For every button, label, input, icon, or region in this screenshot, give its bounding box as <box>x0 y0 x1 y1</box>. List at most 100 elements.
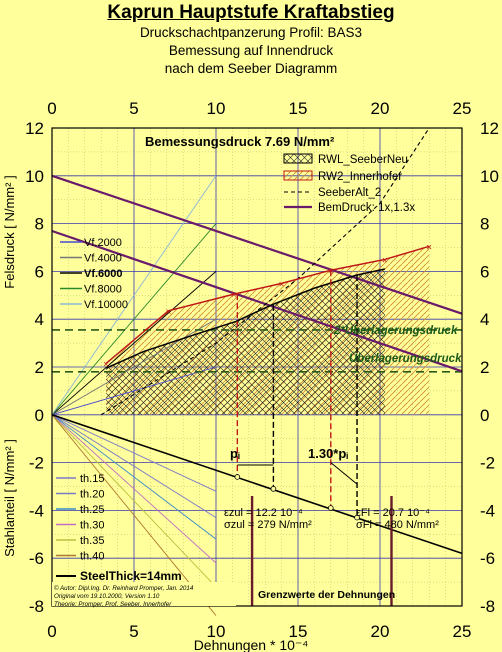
x-tick-label-bottom: 5 <box>129 622 138 641</box>
pi13-arrow-line <box>330 462 358 485</box>
steelthick-label: SteelThick=14mm <box>80 569 182 583</box>
x-tick-label-top: 5 <box>129 99 138 118</box>
th-legend-label: th.30 <box>80 520 104 532</box>
legend-label-seeberalt: SeeberAlt_2 <box>318 187 381 199</box>
x-tick-label-top: 10 <box>207 99 226 118</box>
vf-line-4 <box>51 175 217 416</box>
x-tick-label-top: 25 <box>453 99 472 118</box>
x-tick-label-bottom: 0 <box>47 622 56 641</box>
th-legend-label: th.20 <box>80 489 104 501</box>
sig-zul-text: σzul = 279 N/mm² <box>224 519 312 531</box>
vf-line-2 <box>51 271 217 416</box>
author-box <box>52 582 236 606</box>
rw2-marker: × <box>382 255 388 266</box>
page-title: Kaprun Hauptstufe Kraftabstieg <box>107 2 395 23</box>
subtitle-bemessung: Bemessung auf Innendruck <box>168 43 334 58</box>
th-legend-label: th.25 <box>80 504 104 516</box>
rw2-innerhofer-line <box>105 245 430 364</box>
y-tick-label-right: 6 <box>480 262 489 281</box>
y-tick-label-right: 12 <box>480 119 499 138</box>
legend-swatch-innerhofer <box>283 170 313 181</box>
steel-line <box>51 414 463 555</box>
bemdruck-13x-line <box>51 174 463 315</box>
x-tick-label-top: 20 <box>371 99 390 118</box>
th-line-2 <box>51 414 217 540</box>
vf-legend-label: Vf.4000 <box>84 253 122 265</box>
y-tick-label-left: 6 <box>35 262 44 281</box>
legend-label-bemdruck: BemDruck: 1x,1.3x <box>318 202 415 214</box>
th-legend-label: th.35 <box>80 535 104 547</box>
eps-zul-text: εzul = 12.2 10⁻⁴ <box>224 507 303 519</box>
vf-legend-label: Vf.8000 <box>84 284 122 296</box>
legend-swatch-seeberneu <box>283 153 313 164</box>
th-line-1 <box>51 414 217 518</box>
y-tick-label-left: -2 <box>29 454 44 473</box>
rw2-marker: × <box>231 290 237 301</box>
x-tick-label-bottom: 20 <box>371 622 390 641</box>
author-line-1: © Autor: Dipl.Ing. Dr. Reinhard Promper,… <box>54 585 194 592</box>
annot-13pi: 1.30*pᵢ <box>308 446 348 461</box>
vf-line-1 <box>51 318 217 416</box>
y-axis-label-lower: Stahlanteil [ N/mm² ] <box>2 439 17 557</box>
annot-2x-overburden: 2*Überlagerungsdruck <box>333 324 458 337</box>
author-line-3: Theorie: Promper, Prof. Seeber, Innerhof… <box>54 601 172 608</box>
grenzwerte-label: Grenzwerte der Dehnungen <box>258 589 395 601</box>
subtitle-seeber: nach dem Seeber Diagramm <box>164 61 338 76</box>
sig-fl-text: σFl = 480 N/mm² <box>356 519 439 531</box>
y-tick-label-left: 4 <box>35 310 44 329</box>
annot-pi: pᵢ <box>230 446 240 461</box>
y-tick-label-left: -6 <box>29 549 44 568</box>
y-tick-label-right: -8 <box>480 597 495 616</box>
rw2-marker: × <box>426 242 432 253</box>
legend-label-seeberneu: RWL_SeeberNeu <box>318 154 408 166</box>
y-tick-label-right: -4 <box>480 501 495 520</box>
bemdruck-1x-line <box>51 229 463 373</box>
y-tick-label-left: 2 <box>35 358 44 377</box>
vf-legend-label: Vf.10000 <box>84 299 128 311</box>
steel-point-marker <box>327 505 334 511</box>
x-tick-label-bottom: 10 <box>207 622 226 641</box>
y-tick-label-right: 10 <box>480 167 499 186</box>
y-tick-label-right: 0 <box>480 406 489 425</box>
vf-legend-label: Vf.6000 <box>84 268 123 280</box>
legend-label-innerhofer: RW2_Innerhofer <box>318 171 402 183</box>
y-tick-label-left: 8 <box>35 215 44 234</box>
x-tick-label-bottom: 25 <box>453 622 472 641</box>
y-tick-label-right: 2 <box>480 358 489 377</box>
y-tick-label-left: 10 <box>25 167 44 186</box>
vf-legend-label: Vf.2000 <box>84 237 122 249</box>
bemessungsdruck-label: Bemessungsdruck 7.69 N/mm² <box>145 134 335 149</box>
rw2-marker: × <box>165 307 171 318</box>
th-legend-label: th.40 <box>80 551 104 563</box>
th-line-0 <box>51 414 217 492</box>
y-tick-label-right: -6 <box>480 549 495 568</box>
y-tick-label-left: 0 <box>35 406 44 425</box>
y-tick-label-right: 4 <box>480 310 489 329</box>
annot-1x-overburden: Überlagerungsdruck <box>349 352 462 365</box>
y-tick-label-right: -2 <box>480 454 495 473</box>
y-tick-label-left: -4 <box>29 501 44 520</box>
steel-point-marker <box>234 474 241 480</box>
x-tick-label-bottom: 15 <box>289 622 308 641</box>
vf-line-3 <box>51 223 217 416</box>
x-axis-label: Dehnungen * 10⁻⁴ <box>194 637 309 652</box>
vf-line-0 <box>51 366 217 416</box>
y-tick-label-right: 8 <box>480 215 489 234</box>
plot-frame <box>51 127 463 607</box>
th-line-4 <box>51 414 217 588</box>
rw2-marker: × <box>103 359 109 370</box>
y-tick-label-left: 12 <box>25 119 44 138</box>
subtitle-profile: Druckschachtpanzerung Profil: BAS3 <box>139 25 363 40</box>
author-line-2: Original vom 19.10.2000, Version 1.10 <box>54 593 160 600</box>
th-legend-label: th.15 <box>80 473 104 485</box>
y-axis-label-upper: Felsdruck [ N/mm² ] <box>2 175 17 288</box>
y-tick-label-left: -8 <box>29 597 44 616</box>
x-tick-label-top: 15 <box>289 99 308 118</box>
steel-point-marker <box>270 486 277 492</box>
eps-fl-text: εFl = 20.7 10⁻⁴ <box>356 507 430 519</box>
x-tick-label-top: 0 <box>47 99 56 118</box>
rw2-marker: × <box>279 279 285 290</box>
rwl-seeber-neu-line <box>105 268 386 369</box>
th-line-3 <box>51 414 217 564</box>
